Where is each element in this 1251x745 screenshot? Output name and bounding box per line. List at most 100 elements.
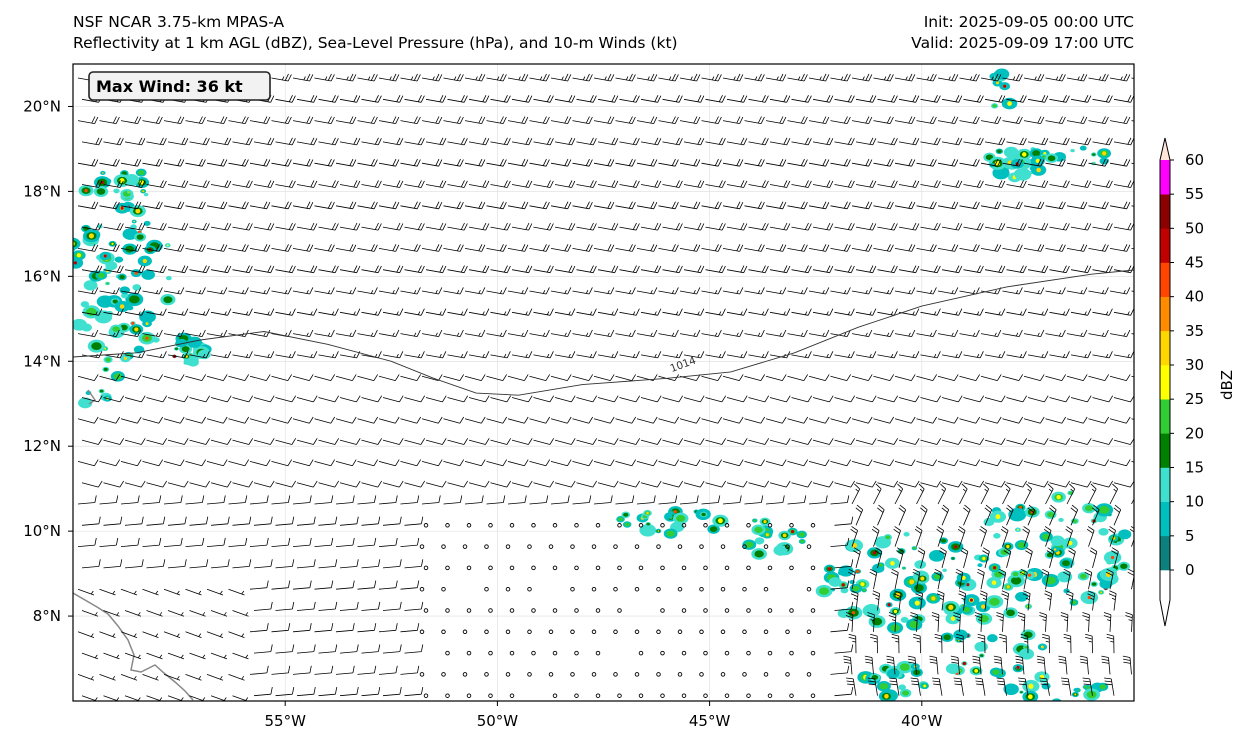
- calm-circle: [488, 693, 493, 698]
- wind-barb: [963, 265, 984, 274]
- lon-tick-label: 50°W: [477, 712, 519, 730]
- echo-core: [717, 518, 723, 524]
- echo-core: [1099, 684, 1107, 690]
- echo-peak: [84, 189, 88, 193]
- wind-barb: [232, 222, 253, 231]
- wind-barb: [318, 438, 340, 445]
- calm-circle: [763, 586, 769, 592]
- wind-barb: [597, 265, 619, 274]
- wind-barb: [812, 438, 834, 445]
- calm-circle: [445, 523, 450, 528]
- wind-barb: [103, 395, 125, 403]
- calm-circle: [703, 608, 708, 613]
- wind-barb: [400, 116, 421, 124]
- wind-barb: [292, 374, 314, 381]
- wind-barb: [787, 459, 809, 467]
- wind-barb: [898, 95, 920, 103]
- wind-barb: [400, 416, 422, 424]
- wind-barb: [937, 416, 959, 424]
- colorbar-segment: [1160, 262, 1170, 297]
- wind-barb: [834, 180, 855, 188]
- echo-core: [1056, 494, 1061, 500]
- wind-barb: [765, 329, 787, 337]
- wind-barb: [486, 329, 507, 337]
- wind-barb: [941, 265, 963, 274]
- wind-barb: [873, 329, 894, 337]
- wind-barb: [421, 287, 443, 295]
- calm-circle: [699, 629, 704, 635]
- wind-barb: [124, 222, 146, 231]
- wind-barb: [898, 395, 920, 403]
- wind-barb: [855, 480, 877, 488]
- wind-barb: [404, 137, 425, 146]
- wind-barb: [167, 516, 187, 526]
- wind-barb: [937, 459, 959, 467]
- calm-circle: [613, 672, 618, 677]
- colorbar-segment: [1160, 330, 1170, 366]
- wind-barb: [421, 374, 443, 381]
- wind-barb: [378, 374, 400, 381]
- wind-barb: [636, 201, 658, 210]
- wind-barb: [683, 95, 705, 103]
- wind-barb: [845, 612, 854, 632]
- calm-circle: [720, 672, 726, 677]
- wind-barb: [701, 495, 721, 505]
- wind-barb: [593, 459, 615, 467]
- wind-barb: [296, 95, 318, 103]
- wind-barb: [1066, 329, 1088, 337]
- wind-barb: [726, 222, 748, 231]
- echo-core: [666, 530, 675, 537]
- wind-barb: [658, 201, 679, 210]
- echo-core: [1102, 151, 1107, 156]
- wind-barb: [275, 95, 296, 103]
- wind-barb: [791, 351, 812, 359]
- calm-circle: [423, 693, 429, 698]
- wind-barb: [855, 180, 877, 188]
- calm-circle: [466, 523, 472, 528]
- wind-barb: [851, 483, 861, 505]
- wind-barb: [249, 158, 271, 167]
- wind-barb: [658, 495, 678, 505]
- wind-barb: [249, 116, 271, 124]
- wind-barb: [576, 351, 597, 359]
- colorbar-segment: [1160, 296, 1170, 332]
- calm-circle: [445, 650, 450, 656]
- wind-barb: [185, 201, 206, 210]
- wind-barb: [167, 438, 189, 445]
- wind-barb: [447, 137, 468, 146]
- wind-barb: [146, 265, 167, 274]
- wind-barb: [640, 95, 662, 103]
- wind-barb: [979, 526, 987, 547]
- wind-barb: [701, 287, 722, 295]
- wind-barb: [877, 222, 898, 231]
- wind-barb: [855, 308, 877, 316]
- wind-barb: [984, 438, 1006, 445]
- wind-barb: [765, 158, 787, 167]
- wind-barb: [335, 73, 357, 82]
- echo-core: [1017, 542, 1026, 549]
- wind-barb: [271, 495, 291, 505]
- wind-barb: [888, 612, 897, 632]
- calm-circle: [423, 523, 429, 528]
- wind-barb: [1082, 677, 1093, 696]
- calm-circle: [591, 629, 597, 635]
- wind-barb: [1022, 590, 1031, 611]
- wind-barb: [722, 459, 744, 467]
- echo-peak: [969, 598, 974, 602]
- wind-barb: [511, 180, 533, 188]
- wind-barb: [913, 633, 921, 654]
- wind-barb: [185, 537, 205, 547]
- wind-barb: [636, 416, 658, 424]
- wind-barb: [232, 652, 249, 660]
- wind-barb: [81, 395, 103, 403]
- echo-core: [1023, 631, 1033, 639]
- wind-barb: [959, 244, 980, 252]
- wind-barb: [984, 308, 1006, 316]
- calm-circle: [595, 650, 601, 656]
- wind-barb: [163, 374, 185, 381]
- wind-barb: [769, 137, 791, 146]
- echo-core: [923, 684, 926, 688]
- echo-core: [1071, 600, 1077, 605]
- echo-core: [163, 296, 173, 304]
- echo-cell: [928, 549, 945, 562]
